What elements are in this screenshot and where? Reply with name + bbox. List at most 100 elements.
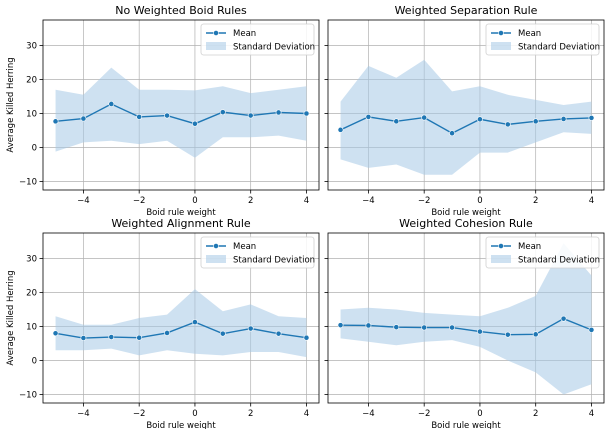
mean-point bbox=[164, 330, 170, 336]
mean-point bbox=[560, 116, 567, 122]
plot-area bbox=[52, 67, 310, 158]
legend-std-label: Standard Deviation bbox=[518, 43, 600, 53]
mean-point bbox=[337, 126, 344, 133]
mean-point bbox=[52, 330, 59, 337]
legend-std-label: Standard Deviation bbox=[518, 256, 600, 266]
subplot-title: No Weighted Boid Rules bbox=[115, 4, 247, 17]
y-axis-label: Average Killed Herring bbox=[6, 270, 16, 365]
legend-mean-label: Mean bbox=[233, 242, 256, 252]
legend: Mean Standard Deviation bbox=[200, 23, 315, 56]
mean-point bbox=[337, 322, 344, 329]
legend-mean-marker bbox=[213, 243, 219, 249]
mean-line bbox=[55, 103, 307, 125]
mean-point bbox=[247, 325, 254, 332]
x-tick-label: −2 bbox=[133, 196, 146, 206]
y-tick-label: −10 bbox=[19, 178, 37, 188]
mean-point bbox=[477, 328, 483, 335]
legend-mean-label: Mean bbox=[518, 29, 541, 39]
legend-std-swatch bbox=[206, 255, 226, 263]
x-axis-label: Boid rule weight bbox=[146, 208, 216, 218]
legend-std-label: Standard Deviation bbox=[233, 43, 315, 53]
plot-area bbox=[337, 243, 595, 395]
x-tick-label: 2 bbox=[533, 409, 538, 419]
y-tick-label: 30 bbox=[26, 42, 37, 52]
x-tick-label: 0 bbox=[477, 409, 482, 419]
x-tick-label: 2 bbox=[533, 196, 538, 206]
y-tick-label: 10 bbox=[26, 323, 37, 333]
mean-point bbox=[108, 101, 115, 107]
mean-point bbox=[275, 330, 282, 337]
mean-point bbox=[275, 109, 282, 116]
y-tick-label: 20 bbox=[26, 289, 37, 299]
axes-frame bbox=[42, 19, 320, 191]
subplot-title: Weighted Cohesion Rule bbox=[399, 217, 533, 230]
legend-box bbox=[485, 236, 600, 269]
x-tick-label: 2 bbox=[248, 196, 253, 206]
legend-mean-marker bbox=[213, 30, 219, 36]
mean-point bbox=[365, 114, 372, 120]
mean-point bbox=[136, 114, 143, 120]
mean-line bbox=[55, 321, 307, 339]
mean-point bbox=[303, 110, 310, 117]
mean-point bbox=[219, 109, 226, 116]
y-tick-label: 10 bbox=[26, 110, 37, 120]
x-tick-label: −4 bbox=[362, 409, 375, 419]
mean-point bbox=[449, 130, 455, 137]
x-tick-label: −2 bbox=[418, 196, 431, 206]
mean-line bbox=[340, 317, 592, 336]
mean-point bbox=[532, 118, 539, 125]
mean-line bbox=[340, 116, 592, 135]
mean-point bbox=[303, 334, 310, 341]
subplot-3: −4 −2 0 2 4 −10 0 10 20 30 Weighted Alignment Rule… bbox=[6, 217, 320, 429]
legend-box bbox=[200, 23, 315, 56]
plot-area bbox=[52, 289, 310, 358]
legend-std-swatch bbox=[491, 42, 511, 50]
x-tick-label: 0 bbox=[477, 196, 482, 206]
mean-point bbox=[192, 319, 198, 325]
legend-mean-label: Mean bbox=[233, 29, 256, 39]
legend: Mean Standard Deviation bbox=[485, 23, 600, 56]
x-axis-label: Boid rule weight bbox=[146, 421, 216, 429]
legend-mean-label: Mean bbox=[518, 242, 541, 252]
legend: Mean Standard Deviation bbox=[200, 236, 315, 269]
legend-box bbox=[200, 236, 315, 269]
mean-point bbox=[588, 326, 595, 333]
mean-point bbox=[365, 322, 372, 329]
x-tick-label: 0 bbox=[192, 196, 197, 206]
mean-point bbox=[421, 114, 428, 121]
mean-point bbox=[504, 331, 511, 338]
x-axis-label: Boid rule weight bbox=[431, 421, 501, 429]
y-tick-label: −10 bbox=[19, 391, 37, 401]
axes-frame bbox=[327, 232, 605, 404]
mean-point bbox=[108, 334, 115, 340]
subplot-4: −4 −2 0 2 4 Weighted Cohesion Rule Boid rule w… bbox=[324, 217, 605, 429]
legend-mean-marker bbox=[498, 243, 504, 249]
x-tick-label: 2 bbox=[248, 409, 253, 419]
legend-std-swatch bbox=[491, 255, 511, 263]
mean-point bbox=[449, 324, 455, 331]
x-axis-label: Boid rule weight bbox=[431, 208, 501, 218]
subplot-title: Weighted Alignment Rule bbox=[111, 217, 251, 230]
mean-point bbox=[164, 112, 170, 119]
plot-area bbox=[337, 59, 595, 175]
x-tick-label: 4 bbox=[589, 196, 594, 206]
mean-point bbox=[421, 324, 428, 331]
std-band bbox=[55, 289, 307, 358]
subplot-1: −4 −2 0 2 4 −10 0 10 20 30 No Weighted Boid Rules B… bbox=[6, 4, 320, 218]
x-tick-label: −2 bbox=[133, 409, 146, 419]
std-band bbox=[340, 243, 592, 395]
legend: Mean Standard Deviation bbox=[485, 236, 600, 269]
mean-point bbox=[80, 335, 87, 341]
mean-point bbox=[560, 315, 567, 322]
mean-point bbox=[80, 115, 87, 122]
y-tick-label: 20 bbox=[26, 76, 37, 86]
mean-point bbox=[247, 112, 254, 119]
legend-box bbox=[485, 23, 600, 56]
legend-mean-marker bbox=[498, 30, 504, 36]
std-band bbox=[340, 59, 592, 175]
mean-point bbox=[393, 324, 400, 331]
mean-point bbox=[219, 330, 226, 337]
axes-frame bbox=[327, 19, 605, 191]
